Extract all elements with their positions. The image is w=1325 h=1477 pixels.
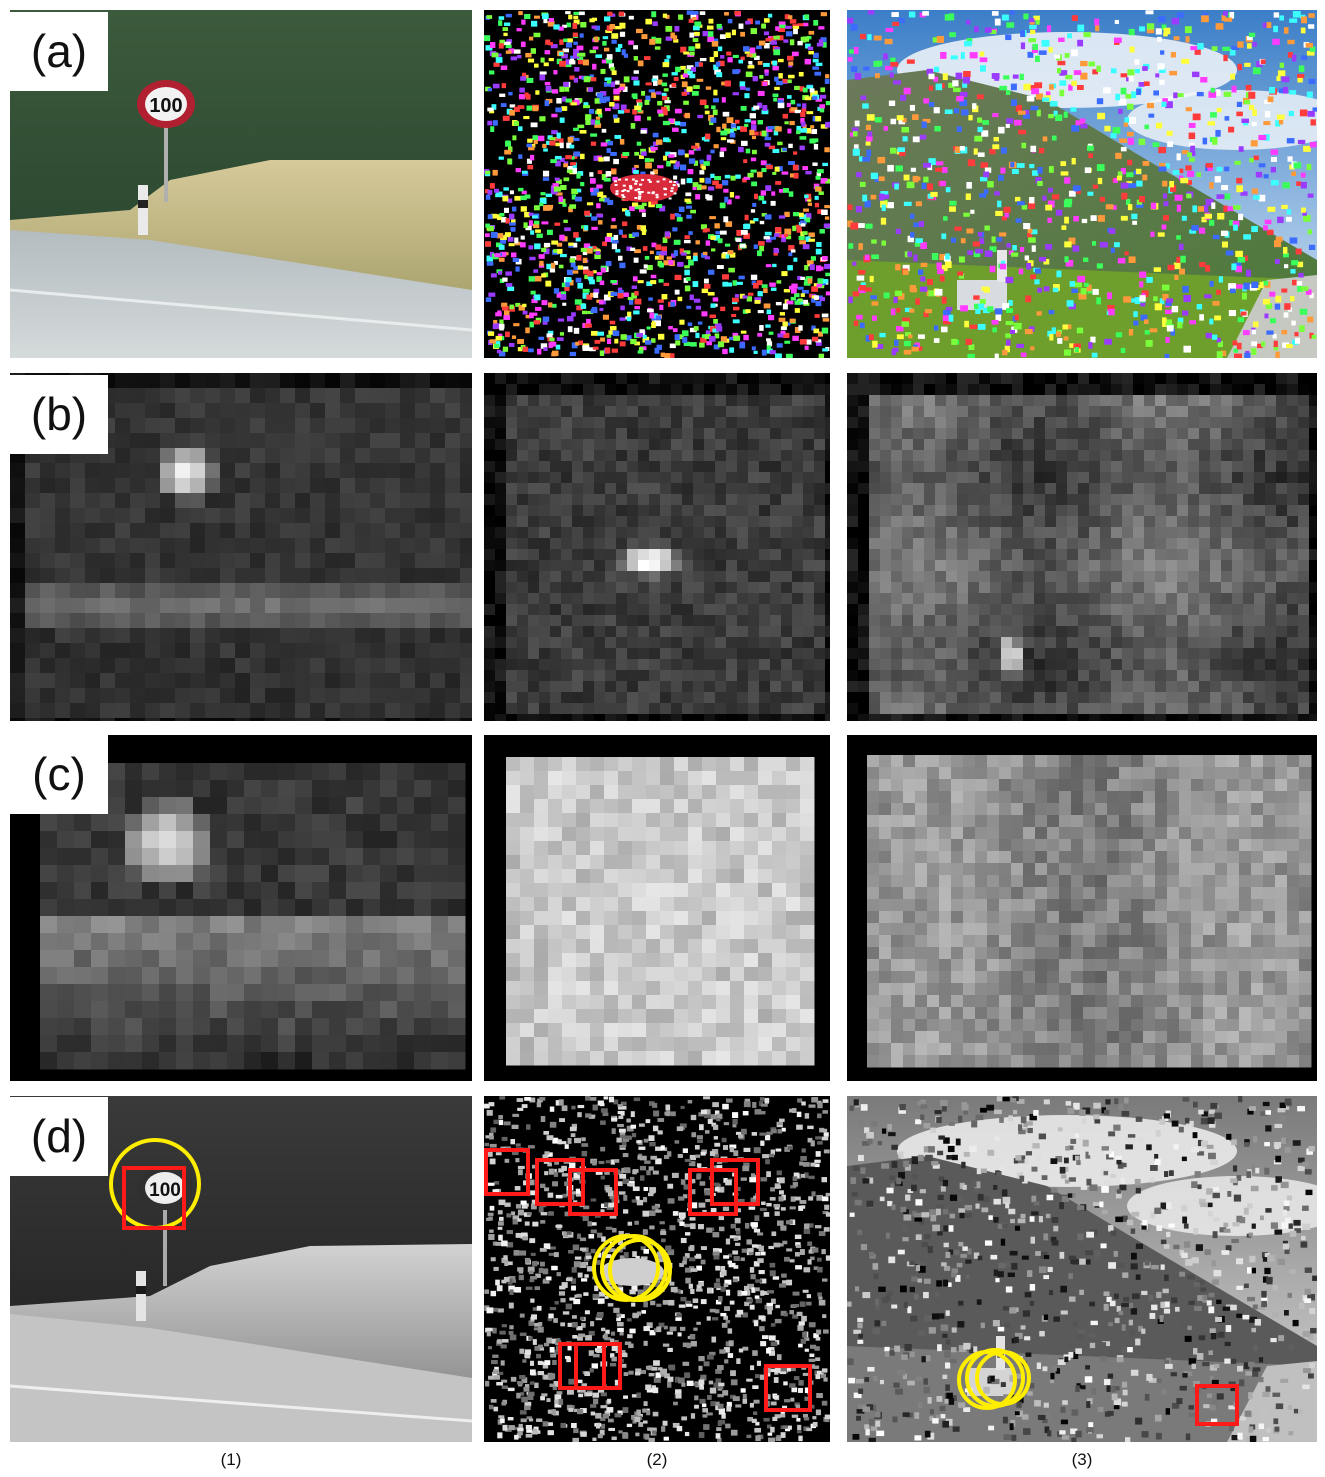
panel-c3-saliency-map — [847, 735, 1317, 1081]
church-detection-circle-3 — [975, 1350, 1031, 1406]
panel-b2-saliency-map — [484, 373, 830, 721]
panel-d3-detection — [847, 1096, 1317, 1442]
false-detection-box — [1195, 1384, 1239, 1426]
false-detection-box-1 — [484, 1148, 530, 1196]
row-label-a: (a) — [10, 12, 108, 91]
row-label-b: (b) — [10, 375, 108, 454]
false-detection-box-7 — [574, 1342, 622, 1390]
column-label-1: (1) — [220, 1450, 242, 1469]
panel-d2-detection — [484, 1096, 830, 1442]
false-detection-box-5 — [710, 1158, 760, 1206]
panel-a3-mountain-scene — [847, 10, 1317, 358]
column-label-2: (2) — [646, 1450, 668, 1469]
detection-circle-3 — [608, 1238, 672, 1302]
speed-sign-text-gray: 100 — [149, 1180, 181, 1201]
panel-a2-noise-image — [484, 10, 830, 358]
detection-box — [122, 1166, 186, 1230]
row-label-c: (c) — [10, 735, 108, 814]
panel-a1-road-scene: 100 — [10, 10, 472, 358]
panel-b1-saliency-map — [10, 373, 472, 721]
column-label-3: (3) — [1071, 1450, 1093, 1469]
false-detection-box-2 — [535, 1158, 585, 1206]
false-detection-box-3 — [568, 1168, 618, 1216]
false-detection-box-8 — [764, 1364, 812, 1412]
panel-c2-saliency-map — [484, 735, 830, 1081]
panel-b3-saliency-map — [847, 373, 1317, 721]
church-detection-circle-2 — [965, 1348, 1025, 1408]
row-label-d: (d) — [10, 1097, 108, 1176]
speed-sign-text: 100 — [149, 95, 182, 117]
